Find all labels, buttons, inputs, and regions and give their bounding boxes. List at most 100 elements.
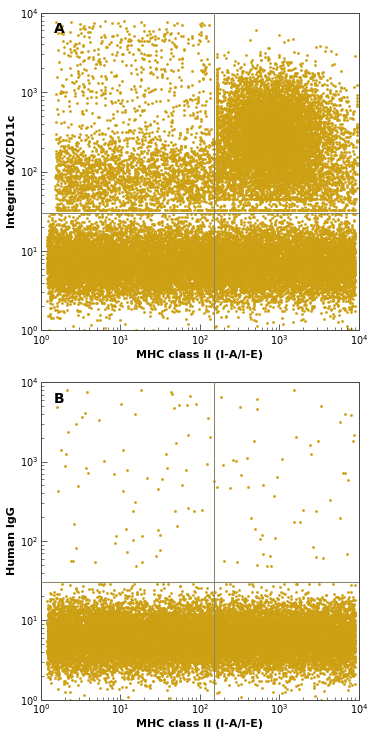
Point [241, 149, 247, 161]
Point [226, 261, 232, 272]
Point [133, 269, 139, 280]
Point [284, 141, 290, 153]
Point [73, 268, 79, 280]
Point [105, 617, 111, 629]
Point [96, 640, 102, 651]
Point [343, 618, 349, 629]
Point [230, 628, 236, 640]
Point [148, 226, 154, 238]
Point [90, 635, 96, 647]
Point [157, 264, 163, 276]
Point [117, 254, 123, 266]
Point [160, 277, 166, 289]
Point [327, 635, 333, 647]
Point [342, 408, 348, 420]
Point [261, 291, 267, 303]
Point [231, 240, 237, 252]
Point [349, 651, 355, 662]
Point [174, 634, 180, 645]
Point [109, 643, 115, 654]
Point [312, 248, 318, 260]
Point [232, 261, 238, 273]
Point [324, 636, 330, 648]
Point [273, 172, 279, 184]
Point [169, 254, 175, 266]
Point [235, 165, 241, 177]
Point [350, 607, 356, 619]
Point [168, 629, 174, 640]
Point [159, 274, 165, 286]
Point [289, 134, 295, 146]
Point [302, 65, 308, 77]
Point [309, 650, 315, 662]
Point [328, 604, 334, 616]
Point [141, 260, 147, 272]
Point [305, 276, 311, 288]
Point [118, 267, 124, 279]
Point [298, 88, 304, 99]
Point [267, 274, 273, 286]
Point [161, 623, 167, 635]
Point [284, 170, 290, 182]
Point [344, 640, 350, 651]
Point [291, 258, 297, 269]
Point [270, 643, 276, 655]
Point [344, 626, 350, 638]
Point [56, 277, 62, 289]
Point [150, 641, 156, 653]
Point [165, 129, 171, 141]
Point [191, 263, 197, 275]
Point [210, 292, 216, 304]
Point [74, 162, 80, 174]
Point [46, 241, 52, 253]
Point [325, 225, 331, 237]
Point [310, 289, 316, 301]
Point [281, 283, 287, 294]
Point [284, 113, 290, 124]
Point [47, 665, 53, 676]
Point [67, 26, 73, 38]
Point [256, 625, 262, 637]
Point [213, 629, 219, 640]
Point [126, 268, 132, 280]
Point [110, 644, 116, 656]
Point [264, 130, 270, 141]
Point [284, 637, 290, 648]
Point [133, 634, 139, 645]
Point [273, 157, 279, 169]
Point [310, 107, 316, 118]
Point [350, 591, 356, 603]
Point [330, 252, 336, 263]
Point [268, 609, 274, 620]
Point [274, 115, 280, 127]
Point [341, 633, 347, 645]
Point [225, 256, 231, 268]
Point [82, 190, 88, 202]
Point [284, 618, 290, 630]
Point [57, 252, 63, 264]
Point [314, 640, 320, 651]
Point [46, 275, 52, 286]
Point [153, 266, 159, 278]
Point [178, 653, 184, 665]
Point [201, 641, 207, 653]
Point [196, 172, 202, 184]
Point [291, 99, 297, 111]
Point [254, 136, 260, 148]
Point [236, 655, 242, 667]
Point [155, 289, 161, 301]
Point [51, 604, 57, 615]
Point [81, 255, 87, 266]
Point [333, 614, 339, 626]
Point [247, 628, 253, 640]
Point [275, 144, 281, 156]
Point [310, 629, 316, 640]
Point [110, 252, 116, 263]
Point [294, 641, 300, 653]
Point [285, 88, 291, 99]
Point [254, 629, 260, 640]
Point [265, 255, 271, 267]
Point [283, 204, 289, 216]
Point [108, 634, 114, 645]
Point [80, 629, 86, 641]
